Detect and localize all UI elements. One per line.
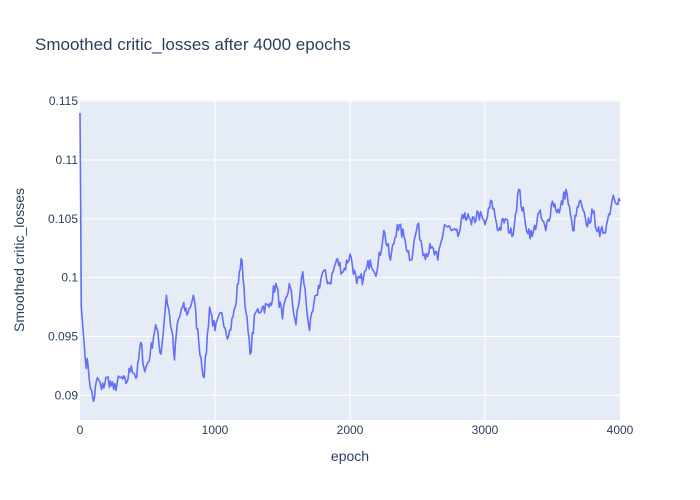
x-tick-labels: 0 1000 2000 3000 4000 — [77, 423, 634, 437]
x-tick-label: 3000 — [472, 423, 499, 437]
x-tick-label: 0 — [77, 423, 84, 437]
y-tick-label: 0.095 — [48, 329, 78, 343]
series-line — [79, 112, 621, 402]
y-tick-label: 0.105 — [48, 212, 78, 226]
x-tick-label: 1000 — [202, 423, 229, 437]
x-axis-title: epoch — [331, 448, 369, 464]
y-tick-labels: 0.09 0.095 0.1 0.105 0.11 0.115 — [48, 94, 78, 402]
y-tick-label: 0.11 — [56, 153, 79, 167]
chart-title: Smoothed critic_losses after 4000 epochs — [35, 35, 351, 54]
y-gridlines — [80, 100, 620, 396]
y-axis-title: Smoothed critic_losses — [11, 188, 27, 332]
y-tick-label: 0.1 — [61, 271, 78, 285]
x-tick-label: 2000 — [337, 423, 364, 437]
x-tick-label: 4000 — [607, 423, 634, 437]
x-gridlines — [214, 100, 486, 420]
y-tick-label: 0.115 — [49, 94, 78, 108]
y-tick-label: 0.09 — [55, 388, 79, 402]
